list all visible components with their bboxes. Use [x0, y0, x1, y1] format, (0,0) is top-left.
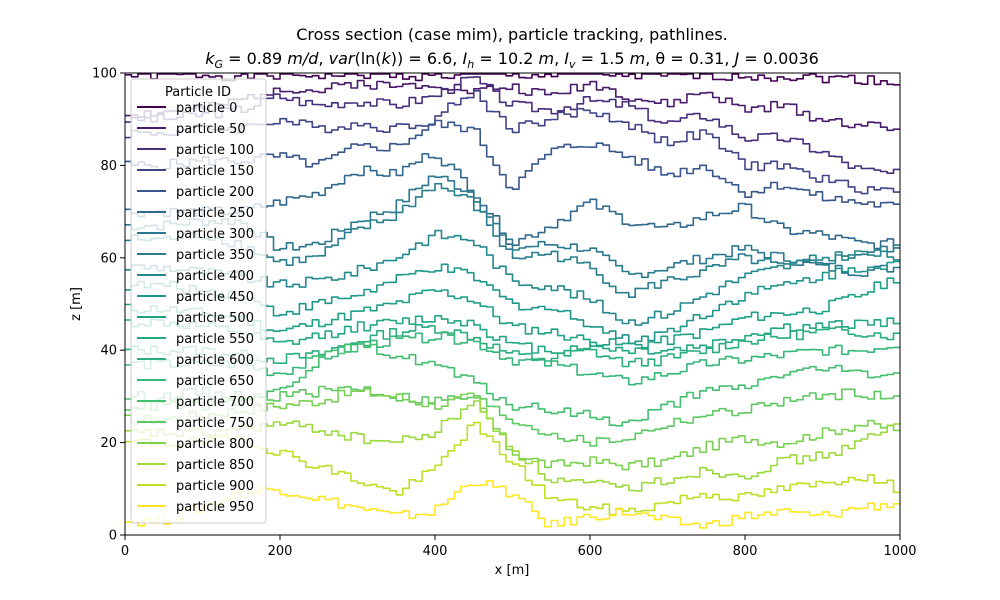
legend-label: particle 100 — [176, 143, 254, 158]
title-part: var — [329, 49, 356, 68]
legend-label: particle 50 — [176, 122, 246, 137]
legend-label: particle 750 — [176, 416, 254, 431]
title-part: k — [205, 49, 215, 68]
x-tick-label: 0 — [121, 544, 129, 559]
title-part: = 10.2 — [474, 49, 538, 68]
legend-label: particle 450 — [176, 290, 254, 305]
y-axis-title: z [m] — [69, 287, 84, 321]
y-tick-label: 80 — [100, 159, 117, 174]
legend-label: particle 550 — [176, 332, 254, 347]
legend-label: particle 150 — [176, 164, 254, 179]
title-part: , — [318, 49, 328, 68]
title-part: m/d — [287, 49, 319, 68]
series-line-particle-0 — [125, 73, 900, 86]
plot-frame — [124, 72, 901, 536]
legend-label: particle 950 — [176, 500, 254, 515]
title-part: )) = 6.6, — [391, 49, 463, 68]
x-tick-label: 1000 — [883, 544, 916, 559]
title-part: m — [538, 49, 554, 68]
x-axis-ticks: 0 200 400 600 800 1000 — [121, 535, 917, 559]
y-tick-label: 60 — [100, 251, 117, 266]
x-axis-title: x [m] — [495, 563, 530, 578]
title-part: J — [732, 49, 740, 68]
chart-title-line-2: kG = 0.89 m/d, var(ln(k)) = 6.6, Ih = 10… — [205, 49, 819, 71]
legend-label: particle 200 — [176, 185, 254, 200]
legend-label: particle 500 — [176, 311, 254, 326]
y-tick-label: 20 — [100, 436, 117, 451]
y-axis-ticks: 0 20 40 60 80 100 — [92, 67, 125, 544]
chart-title-line-1: Cross section (case mim), particle track… — [296, 25, 728, 44]
x-tick-label: 800 — [733, 544, 758, 559]
x-tick-label: 400 — [423, 544, 448, 559]
title-part: I — [564, 49, 569, 68]
legend-label: particle 350 — [176, 248, 254, 263]
legend-label: particle 0 — [176, 101, 237, 116]
y-tick-label: 100 — [92, 67, 117, 82]
title-part: m — [630, 49, 646, 68]
title-part: v — [569, 58, 576, 71]
legend-items: particle 0 particle 50 particle 100 particl… — [137, 101, 254, 515]
title-part: k — [382, 49, 392, 68]
y-tick-label: 0 — [109, 529, 117, 544]
legend-label: particle 850 — [176, 458, 254, 473]
title-part: I — [462, 49, 467, 68]
title-part: (ln( — [354, 49, 381, 68]
title-part: = 1.5 — [575, 49, 629, 68]
chart-title: Cross section (case mim), particle track… — [205, 25, 819, 71]
x-tick-label: 600 — [578, 544, 603, 559]
title-part: = 0.89 — [223, 49, 287, 68]
title-part: , — [554, 49, 564, 68]
legend-label: particle 700 — [176, 395, 254, 410]
y-tick-label: 40 — [100, 344, 117, 359]
legend-label: particle 900 — [176, 479, 254, 494]
legend-label: particle 800 — [176, 437, 254, 452]
legend-label: particle 650 — [176, 374, 254, 389]
x-tick-label: 200 — [268, 544, 293, 559]
legend-label: particle 600 — [176, 353, 254, 368]
title-part: = 0.0036 — [739, 49, 819, 68]
title-part: h — [467, 58, 474, 71]
legend-label: particle 300 — [176, 227, 254, 242]
title-part: G — [214, 58, 223, 71]
legend-title: Particle ID — [165, 85, 231, 100]
legend-label: particle 250 — [176, 206, 254, 221]
title-part: , θ = 0.31, — [645, 49, 734, 68]
legend-label: particle 400 — [176, 269, 254, 284]
